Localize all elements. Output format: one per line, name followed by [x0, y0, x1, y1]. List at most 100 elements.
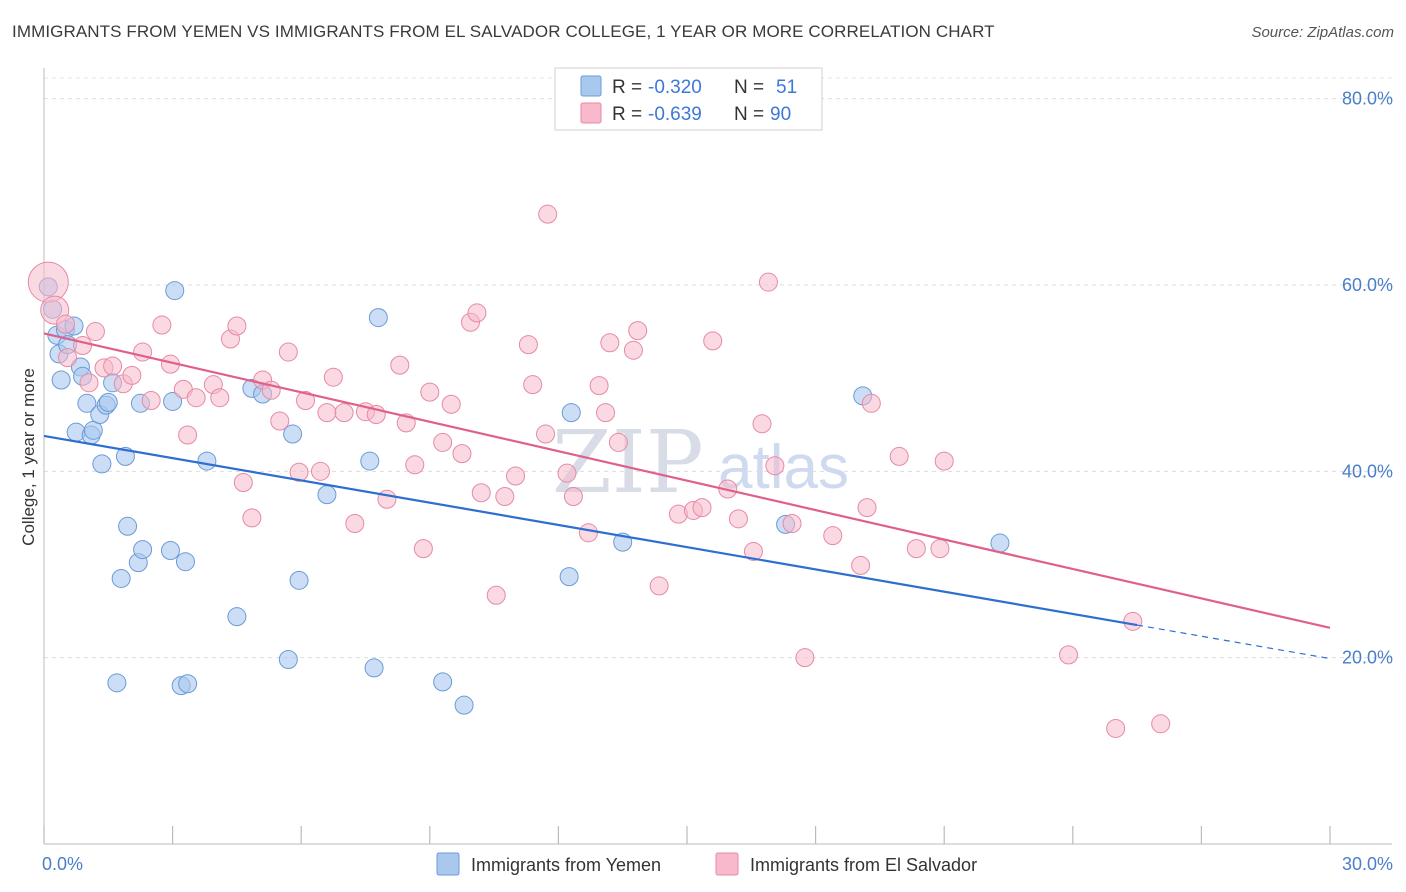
trend-line-yemen-extension — [1136, 624, 1331, 660]
data-point-salvador — [506, 466, 526, 486]
data-point-salvador — [289, 462, 309, 482]
data-point-yemen — [51, 370, 71, 390]
data-point-salvador — [728, 509, 748, 529]
legend-n-label-salvador: N = — [734, 104, 764, 125]
y-tick-label: 80.0% — [1342, 89, 1393, 109]
y-axis-title: College, 1 year or more — [19, 368, 38, 546]
data-point-yemen — [118, 516, 138, 536]
data-point-salvador — [703, 331, 723, 351]
trend-line-yemen — [43, 434, 1138, 627]
data-point-yemen — [433, 672, 453, 692]
data-point-salvador — [310, 461, 330, 481]
bottom-legend-swatch-salvador — [715, 852, 739, 876]
data-point-salvador — [628, 321, 648, 341]
data-point-yemen — [454, 695, 474, 715]
legend-r-label-salvador: R = — [612, 104, 642, 125]
data-point-yemen — [98, 392, 118, 412]
data-point-yemen — [178, 674, 198, 694]
data-point-salvador — [578, 523, 598, 543]
data-point-yemen — [278, 650, 298, 670]
data-point-salvador — [1151, 714, 1171, 734]
y-tick-label: 40.0% — [1342, 461, 1393, 481]
data-point-salvador — [405, 455, 425, 475]
data-point-salvador — [934, 451, 954, 471]
data-point-salvador — [649, 576, 669, 596]
data-point-salvador — [377, 489, 397, 509]
data-point-salvador — [600, 333, 620, 353]
data-point-salvador — [141, 391, 161, 411]
data-point-salvador — [227, 316, 247, 336]
data-point-yemen — [317, 485, 337, 505]
data-point-salvador — [1106, 718, 1126, 738]
data-point-salvador — [210, 388, 230, 408]
data-point-salvador — [518, 335, 538, 355]
data-point-salvador — [851, 555, 871, 575]
data-point-salvador — [420, 382, 440, 402]
data-point-salvador — [334, 403, 354, 423]
data-point-salvador — [122, 365, 142, 385]
x-tick-labels: 0.0% 30.0% — [42, 854, 1393, 874]
data-point-salvador — [495, 486, 515, 506]
data-point-salvador — [471, 483, 491, 503]
watermark: ZIP atlas — [552, 413, 849, 513]
data-point-salvador — [270, 411, 290, 431]
data-point-salvador — [323, 367, 343, 387]
data-point-salvador — [536, 424, 556, 444]
data-point-yemen — [289, 570, 309, 590]
data-point-salvador — [441, 394, 461, 414]
data-point-salvador — [889, 446, 909, 466]
data-point-salvador — [906, 539, 926, 559]
data-point-salvador — [930, 539, 950, 559]
legend-r-value-salvador: -0.639 — [648, 104, 702, 125]
data-point-salvador — [295, 391, 315, 411]
axes — [43, 68, 1392, 845]
series-legend: Immigrants from Yemen Immigrants from El… — [436, 852, 977, 876]
data-point-salvador — [743, 541, 763, 561]
data-point-salvador — [538, 204, 558, 224]
data-point-salvador — [242, 508, 262, 528]
data-point-yemen — [111, 568, 131, 588]
y-tick-labels: 20.0% 40.0% 60.0% 80.0% — [1342, 89, 1393, 668]
legend-n-value-yemen: 51 — [776, 77, 797, 98]
data-point-salvador — [390, 355, 410, 375]
x-tick-label: 0.0% — [42, 854, 83, 874]
data-point-salvador — [563, 486, 583, 506]
data-point-salvador — [1123, 611, 1143, 631]
data-point-yemen — [283, 424, 303, 444]
data-point-salvador — [589, 376, 609, 396]
data-point-yemen — [107, 673, 127, 693]
data-point-yemen — [990, 533, 1010, 553]
trend-line-salvador — [43, 332, 1331, 629]
chart-title: IMMIGRANTS FROM YEMEN VS IMMIGRANTS FROM… — [12, 22, 995, 41]
data-point-salvador — [317, 403, 337, 423]
y-tick-label: 60.0% — [1342, 275, 1393, 295]
trend-lines — [43, 332, 1331, 660]
data-point-salvador — [433, 432, 453, 452]
legend-r-label-yemen: R = — [612, 77, 642, 98]
data-point-salvador — [861, 393, 881, 413]
data-point-yemen — [360, 451, 380, 471]
data-point-yemen — [368, 308, 388, 328]
data-point-salvador — [73, 336, 93, 356]
bottom-legend-label-salvador: Immigrants from El Salvador — [750, 855, 977, 875]
data-point-yemen — [561, 403, 581, 423]
data-point-salvador — [55, 314, 75, 334]
data-point-salvador — [608, 432, 628, 452]
data-point-salvador — [523, 375, 543, 395]
data-point-salvador — [823, 526, 843, 546]
data-point-salvador — [103, 356, 123, 376]
data-point-yemen — [160, 541, 180, 561]
legend-swatch-yemen — [580, 75, 602, 97]
data-point-salvador — [413, 539, 433, 559]
data-point-salvador — [58, 348, 78, 368]
x-tick-label: 30.0% — [1342, 854, 1393, 874]
data-point-salvador — [233, 472, 253, 492]
correlation-legend: R = -0.320 N = 51 R = -0.639 N = 90 — [554, 67, 823, 131]
data-point-yemen — [197, 451, 217, 471]
data-point-salvador — [557, 463, 577, 483]
data-point-yemen — [92, 454, 112, 474]
legend-n-label-yemen: N = — [734, 77, 764, 98]
legend-r-value-yemen: -0.320 — [648, 77, 702, 98]
data-point-salvador — [692, 498, 712, 518]
data-point-salvador — [345, 513, 365, 533]
